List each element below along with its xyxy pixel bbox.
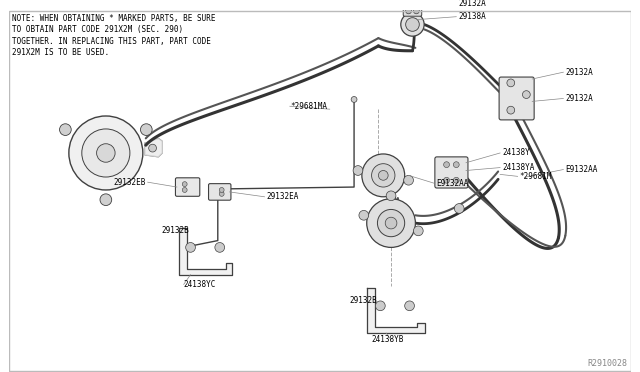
Circle shape xyxy=(182,182,187,187)
Polygon shape xyxy=(367,288,425,333)
Text: 29132EB: 29132EB xyxy=(113,178,146,187)
Circle shape xyxy=(367,199,415,247)
Circle shape xyxy=(100,194,112,206)
Circle shape xyxy=(97,144,115,162)
Circle shape xyxy=(386,191,396,201)
Circle shape xyxy=(404,301,415,311)
Circle shape xyxy=(507,79,515,87)
Circle shape xyxy=(401,13,424,36)
Circle shape xyxy=(453,162,459,167)
Circle shape xyxy=(353,166,363,175)
Circle shape xyxy=(140,124,152,135)
Circle shape xyxy=(69,116,143,190)
Circle shape xyxy=(406,8,412,14)
Circle shape xyxy=(182,187,187,192)
Text: 29132B: 29132B xyxy=(161,226,189,235)
Circle shape xyxy=(186,243,195,252)
Circle shape xyxy=(444,162,449,167)
Text: 29132EA: 29132EA xyxy=(266,192,299,201)
Circle shape xyxy=(406,18,419,31)
Text: NOTE: WHEN OBTAINING * MARKED PARTS, BE SURE
TO OBTAIN PART CODE 291X2M (SEC. 29: NOTE: WHEN OBTAINING * MARKED PARTS, BE … xyxy=(12,14,216,57)
Circle shape xyxy=(444,177,449,183)
Text: 29132B: 29132B xyxy=(349,296,377,305)
Text: 29132A: 29132A xyxy=(458,0,486,7)
Text: E9132AA: E9132AA xyxy=(565,165,598,174)
Circle shape xyxy=(351,96,357,102)
Circle shape xyxy=(215,243,225,252)
Circle shape xyxy=(378,209,404,237)
Circle shape xyxy=(60,124,71,135)
Text: 29132A: 29132A xyxy=(565,94,593,103)
Text: *29681MA: *29681MA xyxy=(291,102,328,111)
Circle shape xyxy=(220,192,224,196)
Circle shape xyxy=(82,129,130,177)
Circle shape xyxy=(453,177,459,183)
Text: 29138A: 29138A xyxy=(458,12,486,21)
FancyBboxPatch shape xyxy=(209,184,231,200)
Text: 24138YB: 24138YB xyxy=(372,336,404,344)
Text: R2910028: R2910028 xyxy=(588,359,628,368)
Circle shape xyxy=(376,301,385,311)
Polygon shape xyxy=(145,138,163,157)
Circle shape xyxy=(359,211,369,220)
Text: 24138Y: 24138Y xyxy=(502,148,530,157)
FancyBboxPatch shape xyxy=(175,178,200,196)
FancyBboxPatch shape xyxy=(403,6,422,16)
Circle shape xyxy=(148,144,156,152)
Circle shape xyxy=(404,175,413,185)
Text: 24138YC: 24138YC xyxy=(184,280,216,289)
Circle shape xyxy=(362,154,404,197)
Text: 24138YA: 24138YA xyxy=(502,163,534,172)
Circle shape xyxy=(378,170,388,180)
Text: *29681M: *29681M xyxy=(520,172,552,181)
Text: E9132AA: E9132AA xyxy=(436,179,468,187)
Circle shape xyxy=(522,91,531,99)
Circle shape xyxy=(507,106,515,114)
Circle shape xyxy=(413,8,419,14)
Circle shape xyxy=(372,164,395,187)
Text: 29132A: 29132A xyxy=(565,68,593,77)
FancyBboxPatch shape xyxy=(499,77,534,120)
Circle shape xyxy=(413,226,423,236)
FancyBboxPatch shape xyxy=(435,157,468,188)
Circle shape xyxy=(385,217,397,229)
Circle shape xyxy=(220,187,224,192)
Circle shape xyxy=(454,203,464,213)
Polygon shape xyxy=(179,228,232,275)
